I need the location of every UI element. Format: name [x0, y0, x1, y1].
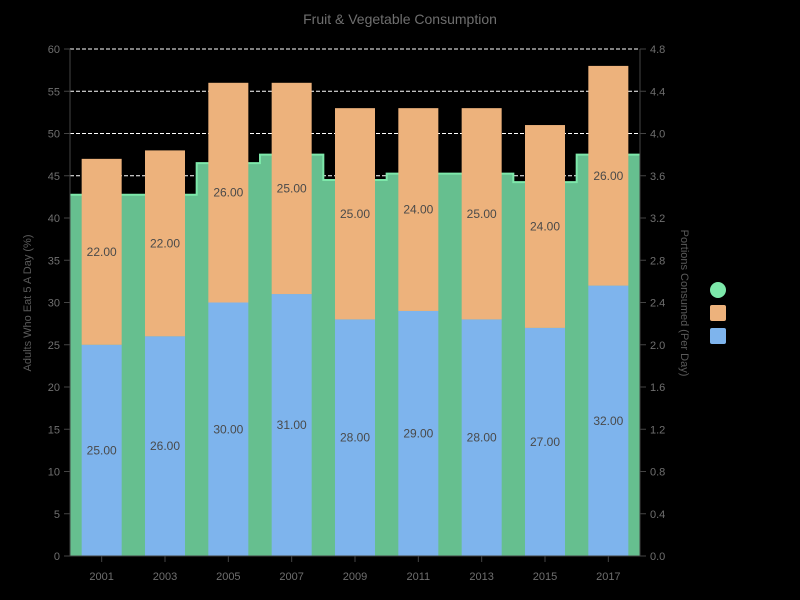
y-tick-label: 40 — [48, 213, 60, 225]
bar-segment — [461, 319, 502, 556]
x-tick-label: 2017 — [596, 571, 620, 583]
bar-value-label: 26.00 — [213, 186, 243, 200]
y-tick-label: 15 — [48, 424, 60, 436]
bar-value-label: 32.00 — [593, 414, 623, 428]
bar-segment — [81, 158, 122, 345]
bar-segment — [525, 327, 565, 556]
bar-value-label: 25.00 — [340, 207, 370, 221]
bar-segment — [398, 108, 439, 311]
bar-value-label: 22.00 — [150, 236, 180, 250]
data-labels: 25.00 26.00 30.00 31.00 28.00 29.00 28.00 27.00… — [87, 169, 624, 458]
legend-marker — [710, 282, 726, 298]
bar-segment — [335, 108, 375, 320]
y-tick-label: 30 — [48, 298, 60, 310]
y2-tick-label: 1.2 — [650, 424, 665, 436]
y-tick-label: 50 — [48, 129, 60, 141]
x-tick-label: 2015 — [533, 571, 557, 583]
bar-value-label: 25.00 — [467, 207, 497, 221]
bar-value-label: 27.00 — [530, 435, 560, 449]
y2-tick-label: 2.8 — [650, 255, 665, 267]
bar-segment — [461, 108, 502, 320]
y2-tick-label: 4.0 — [650, 129, 665, 141]
bar-segment — [398, 310, 439, 556]
bar-value-label: 22.00 — [87, 245, 117, 259]
y2-tick-label: 0.8 — [650, 467, 665, 479]
y2-tick-label: 0.4 — [650, 509, 665, 521]
bar-segment — [81, 344, 122, 556]
bar-value-label: 24.00 — [403, 203, 433, 217]
y-tick-label: 35 — [48, 255, 60, 267]
legend-marker — [710, 305, 726, 321]
bar-value-label: 29.00 — [403, 426, 433, 440]
x-tick-label: 2013 — [469, 571, 493, 583]
bar-segment — [208, 82, 249, 303]
y-tick-label: 5 — [54, 509, 60, 521]
bar-segment — [588, 285, 629, 556]
bar-segment — [525, 125, 565, 328]
bar-value-label: 31.00 — [277, 418, 307, 432]
y-tick-label: 10 — [48, 467, 60, 479]
bar-value-label: 25.00 — [277, 181, 307, 195]
y2-tick-label: 4.4 — [650, 86, 665, 98]
bar-segment — [145, 336, 185, 556]
legend-marker — [710, 328, 726, 344]
bar-segment — [271, 82, 312, 295]
bar-segment — [335, 319, 375, 556]
y-tick-label: 55 — [48, 86, 60, 98]
y-tick-label: 20 — [48, 382, 60, 394]
y2-tick-label: 1.6 — [650, 382, 665, 394]
bar-value-label: 26.00 — [150, 439, 180, 453]
y2-axis-title: Portions Consumed (Per Day) — [678, 230, 690, 377]
y-tick-label: 25 — [48, 340, 60, 352]
bar-value-label: 25.00 — [87, 443, 117, 457]
bar-segment — [588, 65, 629, 286]
y2-tick-label: 0.0 — [650, 551, 665, 563]
y2-tick-label: 3.2 — [650, 213, 665, 225]
bar-segment — [145, 150, 185, 337]
bar-value-label: 26.00 — [593, 169, 623, 183]
chart-title: Fruit & Vegetable Consumption — [303, 11, 497, 27]
bar-value-label: 24.00 — [530, 219, 560, 233]
y2-tick-label: 4.8 — [650, 44, 665, 56]
y-tick-label: 60 — [48, 44, 60, 56]
x-tick-label: 2011 — [407, 571, 431, 583]
bar-value-label: 28.00 — [467, 431, 497, 445]
y2-tick-label: 3.6 — [650, 171, 665, 183]
x-tick-label: 2009 — [343, 571, 367, 583]
bar-value-label: 30.00 — [213, 422, 243, 436]
y-tick-label: 0 — [54, 551, 60, 563]
bar-segment — [271, 294, 312, 556]
y-axis-title: Adults Who Eat 5 A Day (%) — [22, 235, 34, 372]
y2-tick-label: 2.0 — [650, 340, 665, 352]
y-tick-label: 45 — [48, 171, 60, 183]
x-tick-label: 2001 — [89, 571, 113, 583]
y2-tick-label: 2.4 — [650, 298, 665, 310]
legend — [710, 282, 726, 344]
x-tick-label: 2005 — [216, 571, 240, 583]
axes: 0 5 10 15 20 25 30 35 40 45 50 55 60 0.0 0.4 0.8 1.2 1.6 2… — [48, 44, 666, 583]
bar-series — [81, 65, 629, 556]
x-tick-label: 2007 — [279, 571, 303, 583]
bar-value-label: 28.00 — [340, 431, 370, 445]
x-tick-label: 2003 — [153, 571, 177, 583]
bar-segment — [208, 302, 249, 556]
